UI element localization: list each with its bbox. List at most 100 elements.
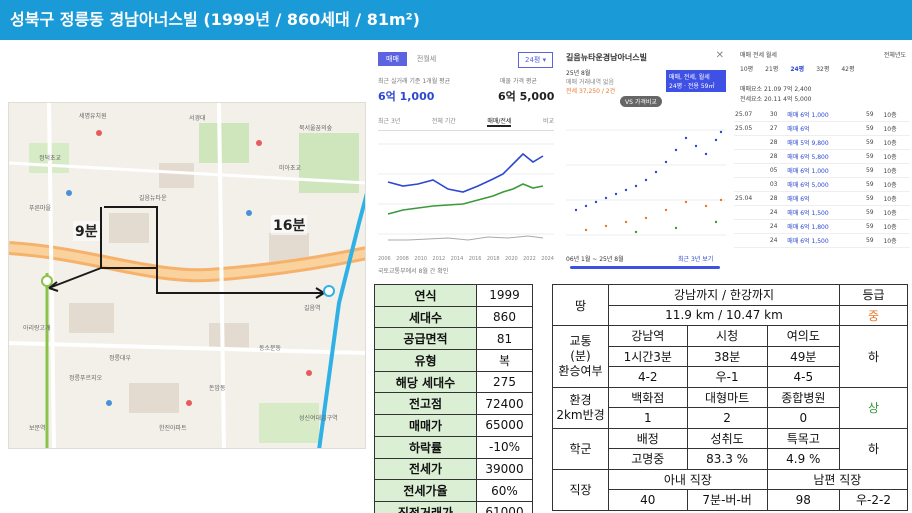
deal-cell: 59 [864, 149, 883, 164]
deal-row[interactable]: 28 매매 6억 5,800 59 10층 [734, 149, 910, 164]
subtab-compare[interactable]: 비교 [542, 118, 554, 125]
spec-table: 연식 1999 세대수 860 공급면적 81 유형 복 해당 세대수 275 전고점 72400 매매… [374, 284, 533, 513]
price-overview-panel: 매매 전월세 24평 ▾ 최근 실거래 기준 1개월 평균 6억 1,000 매… [370, 44, 560, 276]
school-val: 83.3 % [686, 448, 768, 470]
size-tab-active[interactable]: 24평 [790, 66, 805, 73]
range-label: 06년 1월 ~ 25년 8월 [566, 256, 624, 263]
close-icon[interactable]: ✕ [715, 50, 724, 61]
deal-cell: 10층 [882, 233, 910, 248]
deal-row[interactable]: 24 매매 6억 1,800 59 10층 [734, 219, 910, 234]
spec-label: 공급면적 [374, 327, 477, 351]
size-tab[interactable]: 21평 [765, 66, 779, 73]
travel-time: 38분 [686, 345, 768, 367]
deal-row[interactable]: 24 매매 6억 1,500 59 10층 [734, 205, 910, 220]
spec-label: 해당 세대수 [374, 370, 477, 394]
deal-cell: 30 [768, 108, 787, 122]
deal-row[interactable]: 25.07 30 매매 6억 1,000 59 10층 [734, 108, 910, 122]
subtab-sale-rent[interactable]: 매매/전세 [487, 118, 512, 127]
walk-time-right: 16분 [271, 215, 308, 235]
job-husband-min: 98 [766, 489, 841, 511]
map-label: 아리랑고개 [23, 325, 51, 332]
env-val: 1 [608, 407, 688, 429]
transfer: 우-1 [686, 366, 768, 388]
deal-cell: 매매 6억 1,800 [786, 219, 865, 234]
subtab-3y[interactable]: 최근 3년 [378, 118, 401, 125]
deal-row[interactable]: 25.05 27 매매 6억 59 10층 [734, 121, 910, 136]
deal-table: 25.07 30 매매 6억 1,000 59 10층 25.05 27 매매 6억 59 10층… [734, 108, 910, 248]
deal-cell: 매매 6억 1,500 [786, 205, 865, 220]
deal-tabs[interactable]: 매매 전세 월세 [740, 52, 777, 59]
size-select-value: 24평 [525, 56, 541, 64]
school-val: 4.9 % [766, 448, 841, 470]
tab-rent[interactable]: 전월세 [416, 55, 437, 63]
env-val: 0 [766, 407, 841, 429]
deal-cell: 매매 5억 9,800 [786, 135, 865, 150]
deal-cell: 59 [864, 135, 883, 150]
deal-cell [734, 149, 769, 164]
tab-sale[interactable]: 매매 [378, 52, 407, 66]
deal-cell [734, 233, 769, 248]
station: 여의도 [766, 325, 841, 347]
map-label: 성신여대입구역 [299, 415, 338, 422]
deal-cell: 59 [864, 233, 883, 248]
scatter-chart [566, 129, 726, 236]
ask-price: 6억 5,000 [498, 90, 555, 103]
traffic-label: 교통 (분) 환승여부 [552, 325, 609, 388]
deal-cell: 59 [864, 163, 883, 178]
station: 강남역 [608, 325, 688, 347]
deal-cell: 매매 6억 1,000 [786, 163, 865, 178]
spec-value: 1999 [476, 284, 533, 307]
spec-label: 연식 [374, 284, 477, 307]
job-wife-header: 아내 직장 [608, 468, 768, 490]
deal-type-tabs: 매매 전월세 [378, 52, 560, 66]
deal-row[interactable]: 25.04 28 매매 6억 59 10층 [734, 191, 910, 206]
deal-cell: 10층 [882, 177, 910, 192]
recent-3y-link[interactable]: 최근 3년 보기 [678, 256, 714, 263]
size-tab[interactable]: 42평 [841, 66, 855, 73]
filter-box[interactable]: 매매, 전세, 월세 24평 · 전용 59㎡ [666, 70, 726, 92]
x-tick: 2016 [468, 256, 482, 262]
subtab-all[interactable]: 전체 기간 [431, 118, 456, 125]
spec-row: 전세가율 60% [374, 479, 533, 502]
recent-price-caption: 최근 실거래 기준 1개월 평균 [378, 78, 451, 85]
deal-cell: 28 [768, 149, 787, 164]
map-label: 한진아파트 [159, 425, 187, 432]
deal-row[interactable]: 03 매매 6억 5,000 59 10층 [734, 177, 910, 192]
year-select[interactable]: 전체년도 [883, 52, 906, 59]
spec-value: -10% [476, 435, 533, 459]
deal-cell: 24 [768, 219, 787, 234]
deal-row[interactable]: 05 매매 6억 1,000 59 10층 [734, 163, 910, 178]
deal-cell: 10층 [882, 205, 910, 220]
spec-row: 전세가 39000 [374, 457, 533, 481]
map[interactable]: 세명유치원 서경대 정덕초교 길음뉴타운 푸른마을 정릉대우 아리랑고개 정릉푸… [8, 102, 366, 449]
spec-label: 전세가율 [374, 479, 477, 502]
deal-cell: 10층 [882, 121, 910, 136]
sale-none: 매매 거래내역 없음 [566, 79, 614, 86]
range-slider[interactable] [570, 266, 720, 269]
size-tab[interactable]: 32평 [816, 66, 830, 73]
x-tick: 2014 [450, 256, 464, 262]
deal-cell [734, 205, 769, 220]
map-label: 동소문동 [259, 345, 282, 352]
spec-row: 공급면적 81 [374, 327, 533, 351]
ask-price-caption: 매물 가격 평균 [500, 78, 537, 85]
spec-label: 매매가 [374, 414, 477, 437]
deal-row[interactable]: 28 매매 5억 9,800 59 10층 [734, 135, 910, 150]
deal-cell [734, 163, 769, 178]
deal-cell: 59 [864, 191, 883, 206]
travel-time: 1시간3분 [608, 345, 688, 367]
job-husband-header: 남편 직장 [766, 468, 909, 490]
spec-value: 275 [476, 370, 533, 394]
school-label: 학군 [552, 427, 609, 470]
price-history-chart [378, 143, 554, 241]
compare-button[interactable]: VS 가격비교 [620, 96, 662, 107]
spec-value: 72400 [476, 392, 533, 416]
page-title: 성북구 정릉동 경남아너스빌 (1999년 / 860세대 / 81m²) [0, 0, 912, 40]
size-tab[interactable]: 10평 [740, 66, 754, 73]
deal-row[interactable]: 24 매매 6억 1,500 59 10층 [734, 233, 910, 248]
map-label: 북서울꿈의숲 [299, 125, 333, 132]
deal-cell: 매매 6억 1,000 [786, 108, 865, 122]
deal-cell: 25.07 [734, 108, 769, 122]
size-select[interactable]: 24평 ▾ [518, 52, 554, 68]
deal-cell: 28 [768, 191, 787, 206]
